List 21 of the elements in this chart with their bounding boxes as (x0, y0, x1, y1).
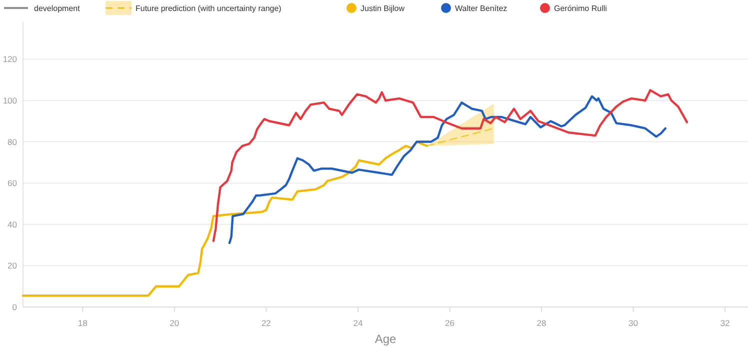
legend-label: Gerónimo Rulli (554, 4, 608, 13)
x-tick-label: 24 (353, 318, 363, 328)
x-tick-label: 18 (78, 318, 88, 328)
x-axis-title: Age (374, 332, 396, 346)
y-tick-label: 80 (8, 136, 18, 147)
x-tick-label: 26 (445, 318, 455, 328)
y-tick-label: 100 (2, 95, 18, 106)
x-tick-label: 22 (261, 318, 272, 328)
y-tick-label: 0 (12, 302, 18, 312)
x-tick-label: 30 (628, 318, 638, 328)
y-tick-label: 60 (8, 178, 18, 188)
legend-label: Future prediction (with uncertainty range) (136, 4, 282, 13)
y-tick-label: 120 (2, 54, 18, 64)
text: development (34, 4, 81, 13)
x-tick-label: 20 (170, 318, 180, 328)
legend-label: Justin Bijlow (360, 4, 405, 13)
y-tick-label: 20 (8, 260, 18, 271)
legend-label: Walter Benítez (455, 4, 508, 13)
x-tick-label: 28 (536, 318, 547, 328)
y-tick-label: 40 (8, 219, 18, 230)
x-tick-label: 32 (720, 318, 730, 328)
